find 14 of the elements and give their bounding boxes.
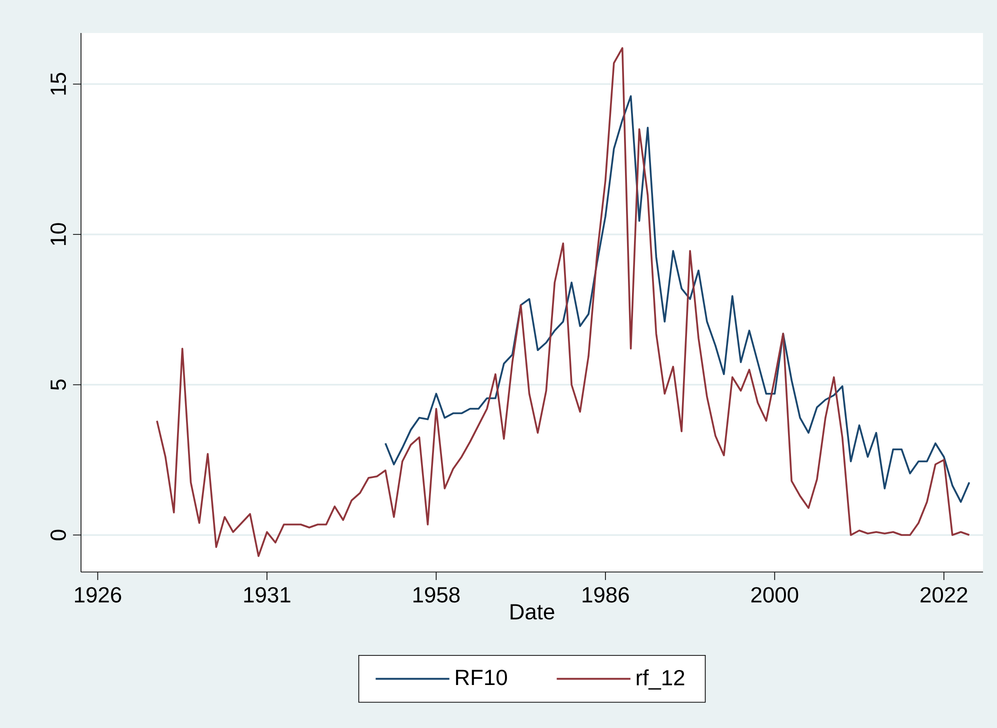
y-tick-label: 15 (50, 72, 66, 95)
legend-label: rf_12 (636, 669, 684, 690)
x-tick-label: 1986 (582, 587, 629, 603)
y-tick-label: 5 (50, 380, 66, 390)
x-tick-label: 1958 (413, 587, 460, 603)
x-tick-label: 1931 (244, 587, 290, 603)
line-series (384, 95, 970, 503)
x-tick-label: 1926 (75, 587, 122, 603)
x-axis-title: Date (510, 604, 554, 620)
y-tick-label: 10 (50, 223, 66, 245)
y-tick-label: 0 (50, 530, 66, 540)
x-tick-label: 2000 (751, 587, 798, 603)
x-tick-label: 2022 (920, 587, 968, 603)
legend-label: RF10 (456, 670, 507, 686)
